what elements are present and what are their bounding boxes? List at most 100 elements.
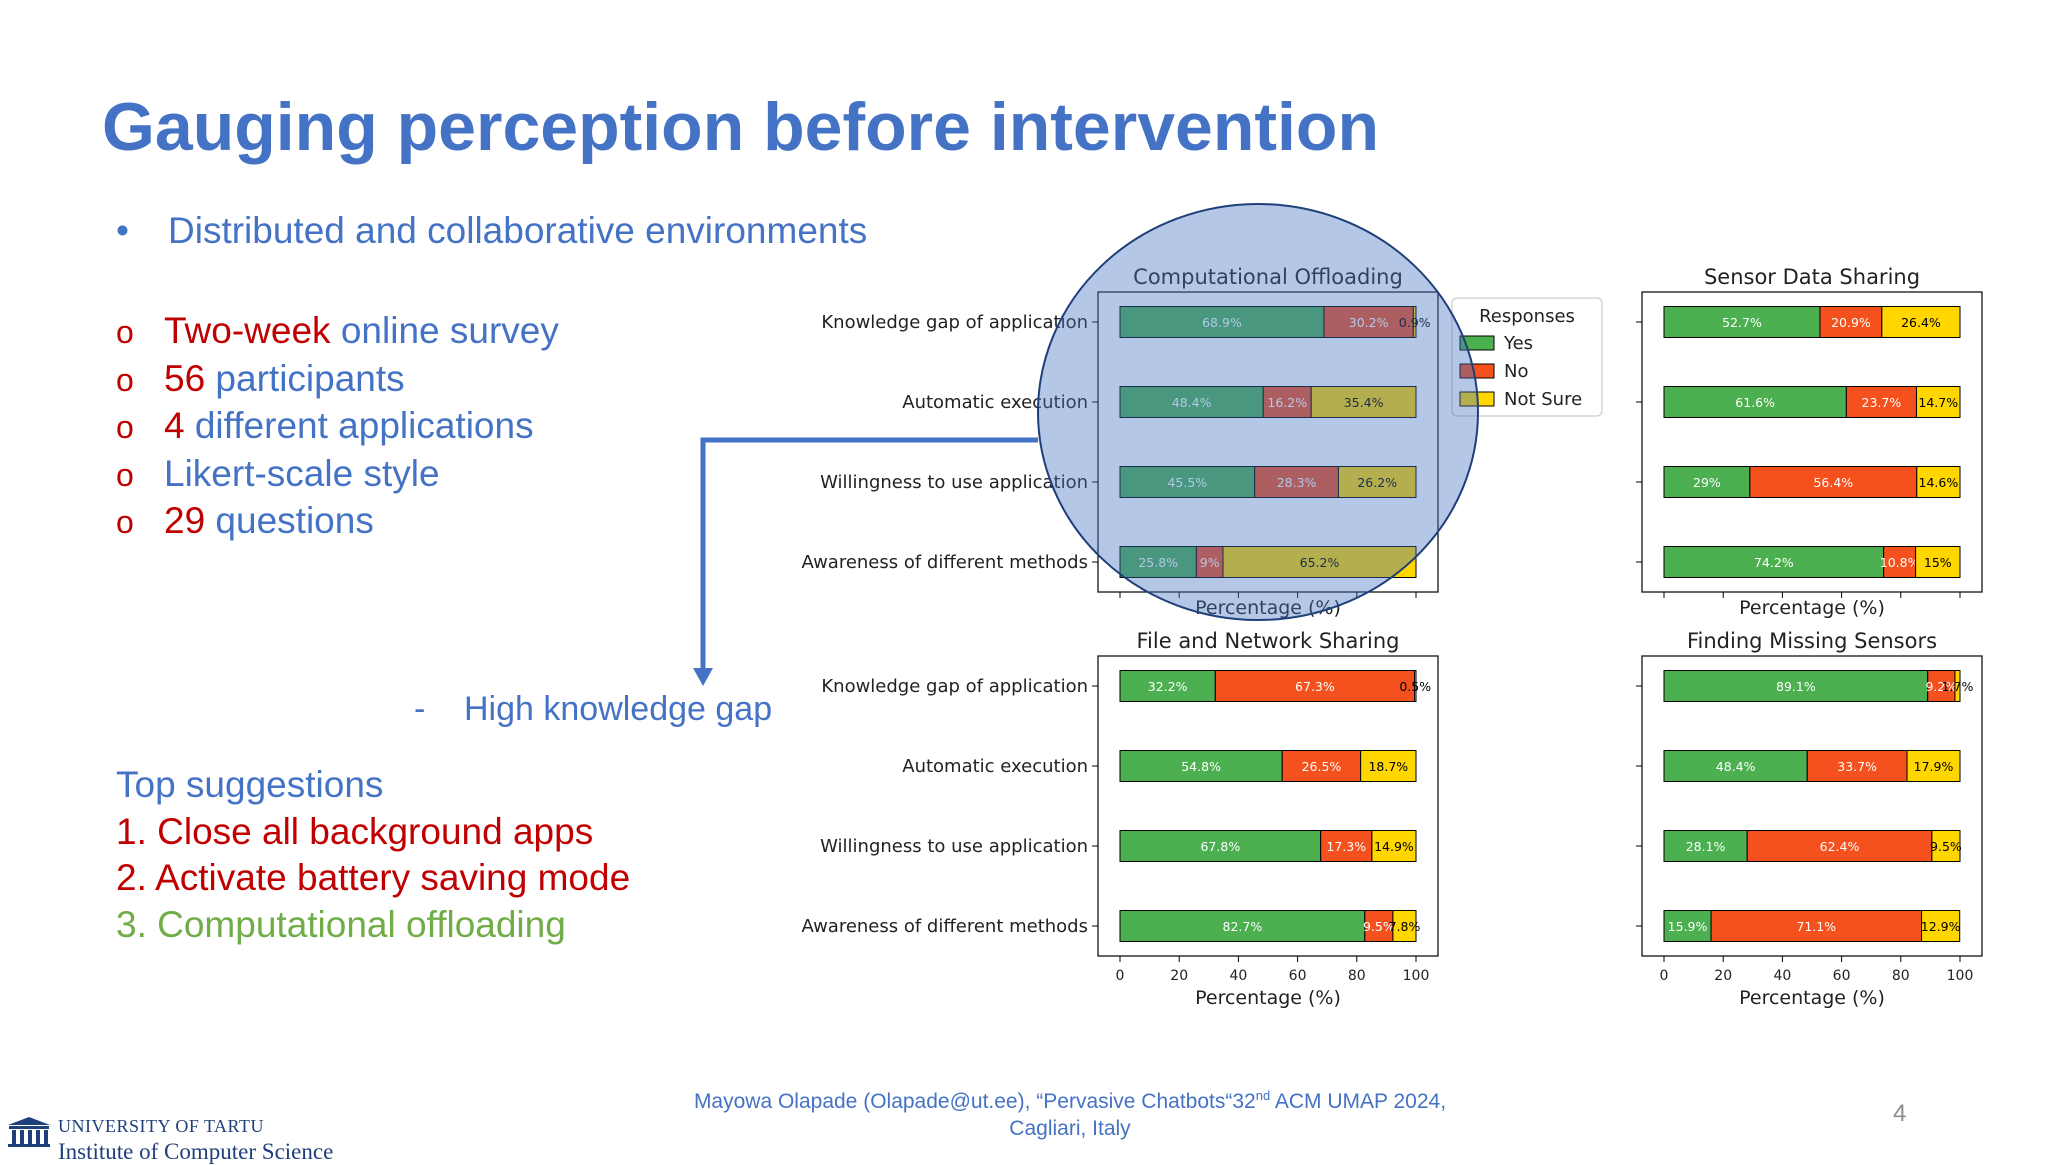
- legend: Responses Yes No Not Sure: [1451, 297, 1603, 417]
- bar-segment: [1119, 910, 1366, 942]
- data-label: 67.8%: [1200, 839, 1240, 854]
- bar-segment: [1916, 466, 1961, 498]
- data-label: 48.4%: [1716, 759, 1756, 774]
- main-bullet: • Distributed and collaborative environme…: [116, 210, 867, 252]
- data-label: 9.5%: [1930, 839, 1962, 854]
- bar-segment: [1881, 306, 1961, 338]
- data-label: 14.7%: [1918, 395, 1958, 410]
- bar-segment: [1119, 670, 1216, 702]
- data-label: 1.7%: [1942, 679, 1974, 694]
- bar-segment: [1310, 386, 1417, 418]
- bar-segment: [1663, 670, 1929, 702]
- x-tick-label: 80: [1348, 968, 1366, 984]
- legend-item-label: Yes: [1503, 333, 1533, 354]
- bar-segment: [1414, 670, 1417, 702]
- bar-segment: [1746, 830, 1933, 862]
- bar-segment: [1663, 386, 1847, 418]
- data-label: 23.7%: [1862, 395, 1902, 410]
- bar-segment: [1337, 466, 1417, 498]
- bar-segment: [1663, 910, 1712, 942]
- data-label: 52.7%: [1722, 315, 1762, 330]
- list-item-highlight: Two-week: [164, 310, 331, 351]
- x-tick-label: 40: [1229, 968, 1247, 984]
- survey-details-list: o Two-week online survey o 56 participants…: [116, 308, 559, 546]
- footer-superscript: nd: [1255, 1088, 1271, 1103]
- category-label: Awareness of different methods: [801, 552, 1088, 573]
- x-tick-label: 60: [1833, 968, 1851, 984]
- data-label: 68.9%: [1202, 315, 1242, 330]
- bar-segment: [1663, 466, 1751, 498]
- footer-citation: Mayowa Olapade (Olapade@ut.ee), “Pervasi…: [640, 1082, 1500, 1142]
- university-line-2: Institute of Computer Science: [58, 1139, 334, 1164]
- data-label: 20.9%: [1831, 315, 1871, 330]
- data-label: 26.5%: [1302, 759, 1342, 774]
- x-tick-label: 0: [1116, 968, 1125, 984]
- chart-title: Computational Offloading: [1133, 265, 1403, 289]
- circle-bullet-icon: o: [116, 456, 134, 493]
- main-bullet-text: Distributed and collaborative environmen…: [168, 210, 868, 251]
- dash-marker: -: [414, 690, 426, 728]
- suggestions-title: Top suggestions: [116, 764, 384, 805]
- bar-segment: [1281, 750, 1362, 782]
- chart-panel: Computational Offloading Percentage (%) Kn…: [801, 265, 1439, 619]
- data-label: 32.2%: [1148, 679, 1188, 694]
- data-label: 74.2%: [1754, 555, 1794, 570]
- data-label: 9.2%: [1925, 679, 1957, 694]
- bar-segment: [1845, 386, 1917, 418]
- suggestion-item: 3. Computational offloading: [116, 903, 566, 945]
- x-axis-label: Percentage (%): [1195, 987, 1341, 1009]
- x-tick-label: 80: [1892, 968, 1910, 984]
- data-label: 25.8%: [1138, 555, 1178, 570]
- category-label: Awareness of different methods: [801, 916, 1088, 937]
- suggestions-block: Top suggestions 1. Close all background …: [116, 762, 630, 948]
- data-label: 82.7%: [1223, 919, 1263, 934]
- category-label: Automatic execution: [902, 756, 1088, 777]
- x-tick-label: 60: [1289, 968, 1307, 984]
- x-axis-label: Percentage (%): [1739, 987, 1885, 1009]
- data-label: 67.3%: [1295, 679, 1335, 694]
- data-label: 89.1%: [1776, 679, 1816, 694]
- bar-segment: [1119, 830, 1322, 862]
- data-label: 65.2%: [1300, 555, 1340, 570]
- x-tick-label: 20: [1714, 968, 1732, 984]
- data-label: 15%: [1924, 555, 1952, 570]
- list-item-text: Likert-scale style: [164, 452, 440, 494]
- data-label: 33.7%: [1837, 759, 1877, 774]
- bar-segment: [1119, 306, 1325, 338]
- chart-title: File and Network Sharing: [1137, 629, 1400, 653]
- chart-title: Sensor Data Sharing: [1704, 265, 1920, 289]
- x-tick-label: 40: [1773, 968, 1791, 984]
- bar-segment: [1921, 910, 1961, 942]
- list-item: o 29 questions: [116, 498, 559, 546]
- university-line-1: UNIVERSITY OF TARTU: [58, 1116, 264, 1136]
- data-label: 62.4%: [1820, 839, 1860, 854]
- data-label: 14.6%: [1919, 475, 1959, 490]
- footer-line-1: Mayowa Olapade (Olapade@ut.ee), “Pervasi…: [640, 1082, 1500, 1115]
- bar-segment: [1392, 910, 1417, 942]
- bar-segment: [1119, 386, 1264, 418]
- legend-item-label: Not Sure: [1504, 389, 1582, 410]
- footer-text-post: ACM UMAP 2024,: [1270, 1090, 1447, 1113]
- category-label: Willingness to use application: [820, 836, 1088, 857]
- bullet-marker: •: [116, 210, 129, 251]
- footer-text-pre: Mayowa Olapade (Olapade@ut.ee), “Pervasi…: [693, 1090, 1256, 1113]
- connector-arrow: [700, 437, 1038, 672]
- data-label: 0.5%: [1399, 679, 1431, 694]
- bar-segment: [1663, 750, 1808, 782]
- data-label: 17.3%: [1326, 839, 1366, 854]
- bar-segment: [1119, 546, 1197, 578]
- data-label: 30.2%: [1349, 315, 1389, 330]
- chart-panel: File and Network Sharing 0 20 40 60 80 100 Perc…: [801, 629, 1439, 1009]
- list-item-text: participants: [205, 357, 405, 399]
- list-item-text: different applications: [184, 405, 534, 446]
- bar-segment: [1906, 750, 1961, 782]
- bar-segment: [1262, 386, 1312, 418]
- axes-frame: [1641, 655, 1983, 957]
- bar-segment: [1119, 466, 1256, 498]
- highlight-circle: [1037, 203, 1479, 621]
- university-name: UNIVERSITY OF TARTU Institute of Compute…: [58, 1116, 333, 1165]
- category-label: Willingness to use application: [820, 472, 1088, 493]
- chart-panel: Finding Missing Sensors 0 20 40 60 80 100 Perce…: [1636, 629, 1983, 1009]
